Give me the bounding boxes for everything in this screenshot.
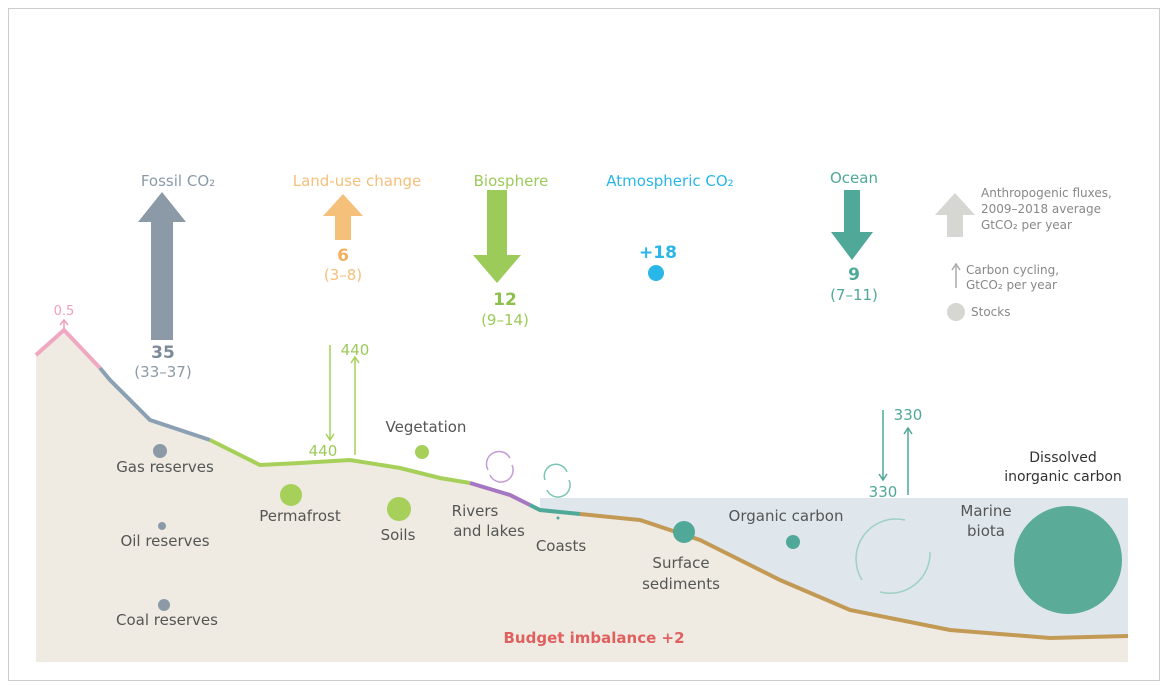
stock-label: and lakes [453, 522, 525, 540]
biosphere-arrow [473, 190, 521, 283]
stock-label: Marine [960, 502, 1011, 520]
stock-label: Dissolved [1029, 450, 1097, 466]
stock-label: Permafrost [259, 507, 341, 525]
imbalance: Budget imbalance +2 [503, 629, 684, 647]
stock-label: Coal reserves [116, 611, 218, 629]
land [36, 330, 1128, 662]
stock-label: Surface [652, 554, 709, 572]
seafloor-edge [579, 512, 1129, 641]
stock-label: biota [967, 522, 1005, 540]
stock-dots [153, 444, 1122, 614]
cycle-loops [485, 450, 931, 595]
legend-thin-head [951, 262, 961, 271]
flux-value: +18 [639, 243, 677, 263]
stock-label: Rivers [452, 502, 499, 520]
stock-label: Oil reserves [120, 532, 209, 550]
flux-value: 35 [151, 343, 175, 363]
legend-text: Stocks [971, 305, 1010, 319]
stock-label: Gas reserves [116, 458, 214, 476]
land-use-arrow [323, 194, 363, 240]
legend-stock [947, 303, 965, 321]
coast-edge [529, 503, 581, 516]
legend-text: GtCO₂ per year [981, 218, 1072, 232]
atmosphere-dot [648, 265, 664, 281]
stock-label: Organic carbon [729, 507, 844, 525]
legend-text: Anthropogenic fluxes, [981, 186, 1112, 200]
stock-label: inorganic carbon [1004, 469, 1122, 485]
rivers-edge [469, 481, 531, 507]
flux-range: (9–14) [481, 311, 529, 329]
flux-value: 9 [848, 265, 860, 285]
ocean-cycle [878, 410, 913, 495]
land-cycle [325, 345, 360, 455]
stock-label: Coasts [536, 537, 587, 555]
ocean-arrow [831, 190, 873, 260]
land-edge [209, 438, 471, 485]
flux-label: Land-use change [293, 172, 422, 190]
flux-value: 6 [337, 246, 349, 266]
stock-label: Soils [381, 526, 416, 544]
cycle-value: 330 [869, 483, 898, 501]
flux-label: Fossil CO₂ [141, 172, 215, 190]
stock-label: Vegetation [386, 418, 467, 436]
legend-text: Carbon cycling, [966, 263, 1059, 277]
legend-arrow [935, 193, 975, 237]
legend-text: GtCO₂ per year [966, 278, 1057, 292]
flux-value: 12 [493, 290, 517, 310]
cycle-value: 440 [341, 341, 370, 359]
volcanic-arrow [59, 318, 69, 328]
cycle-value: 440 [309, 442, 338, 460]
flux-label: Ocean [830, 169, 878, 187]
fossil-arrow [138, 192, 186, 340]
cycle-value: 330 [894, 406, 923, 424]
legend-text: 2009–2018 average [981, 202, 1101, 216]
fossil-edge [98, 366, 211, 442]
flux-label: Biosphere [474, 172, 549, 190]
stock-label: sediments [642, 575, 720, 593]
volcanic-value: 0.5 [54, 304, 75, 319]
flux-range: (7–11) [830, 286, 878, 304]
flux-label: Atmospheric CO₂ [606, 172, 733, 190]
volcanic-edge [34, 327, 102, 370]
flux-range: (33–37) [134, 363, 191, 381]
flux-range: (3–8) [324, 266, 362, 284]
